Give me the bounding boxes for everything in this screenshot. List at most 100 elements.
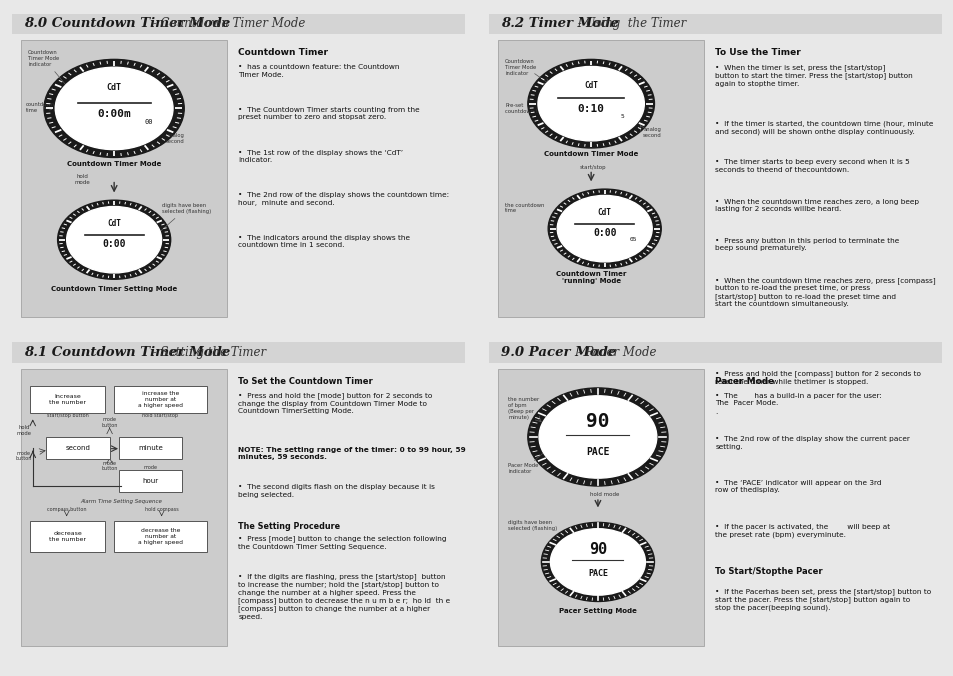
Text: •  When the countdown time reaches zero, a long beep
lasting for 2 seconds willb: • When the countdown time reaches zero, … xyxy=(715,199,919,212)
Circle shape xyxy=(538,395,656,478)
Circle shape xyxy=(55,67,172,149)
Text: digits have been
selected (flashing): digits have been selected (flashing) xyxy=(508,520,558,531)
Circle shape xyxy=(57,200,171,279)
Text: 8.1 Countdown Timer Mode: 8.1 Countdown Timer Mode xyxy=(24,346,230,359)
Text: hold start/stop: hold start/stop xyxy=(142,413,178,418)
FancyBboxPatch shape xyxy=(30,387,105,413)
Text: mode
button: mode button xyxy=(101,461,117,471)
Text: •  If the Pacerhas been set, press the [start/stop] button to
start the pacer. P: • If the Pacerhas been set, press the [s… xyxy=(715,588,931,611)
Circle shape xyxy=(67,206,161,273)
Circle shape xyxy=(550,529,645,595)
Text: •  The       has a build-in a pacer for the user:
The  Pacer Mode.: • The has a build-in a pacer for the use… xyxy=(715,393,882,406)
Text: •  The second digits flash on the display because it is
being selected.: • The second digits flash on the display… xyxy=(238,485,435,498)
Text: •  If the digits are flashing, press the [start/stop]  button
to increase the nu: • If the digits are flashing, press the … xyxy=(238,573,450,619)
Text: start/stop button: start/stop button xyxy=(47,413,89,418)
Text: - Countdown Timer Mode: - Countdown Timer Mode xyxy=(149,18,305,30)
Text: Countdown Timer
'running' Mode: Countdown Timer 'running' Mode xyxy=(556,271,626,284)
Text: •  If the timer is started, the countdown time (hour, minute
and second) will be: • If the timer is started, the countdown… xyxy=(715,120,933,135)
Text: •  The 2nd row of the display shows the countdown time:
hour,  minute and second: • The 2nd row of the display shows the c… xyxy=(238,192,449,206)
Text: 8.2 Timer Mode: 8.2 Timer Mode xyxy=(500,18,618,30)
Text: digits have been
selected (flashing): digits have been selected (flashing) xyxy=(155,203,211,236)
Text: Countdown Timer Setting Mode: Countdown Timer Setting Mode xyxy=(51,286,177,292)
FancyBboxPatch shape xyxy=(114,521,207,552)
Text: •  The 1st row of the display shows the ‘CdT’
indicator.: • The 1st row of the display shows the ‘… xyxy=(238,149,403,163)
Text: start/stop: start/stop xyxy=(579,165,606,170)
Text: Countdown Timer Mode: Countdown Timer Mode xyxy=(543,151,638,158)
Text: Pacer Setting Mode: Pacer Setting Mode xyxy=(558,608,637,614)
Text: second: second xyxy=(66,445,91,451)
FancyBboxPatch shape xyxy=(489,14,941,34)
Text: 8.0 Countdown Timer Mode: 8.0 Countdown Timer Mode xyxy=(24,18,230,30)
Text: mode
button: mode button xyxy=(101,417,117,428)
Text: the countdown
time: the countdown time xyxy=(505,203,544,214)
Text: 0:00m: 0:00m xyxy=(97,110,131,120)
Text: PACE: PACE xyxy=(587,569,607,578)
Text: 90: 90 xyxy=(585,412,609,431)
Text: - Pacer Mode: - Pacer Mode xyxy=(573,346,656,359)
Circle shape xyxy=(537,66,643,141)
Circle shape xyxy=(548,189,660,268)
FancyBboxPatch shape xyxy=(21,369,227,646)
Text: analog
second: analog second xyxy=(642,127,661,137)
Text: 05: 05 xyxy=(629,237,636,242)
Text: •  When the countdown time reaches zero, press [compass]
button to re-load the p: • When the countdown time reaches zero, … xyxy=(715,277,935,307)
Text: Countdown Timer Mode: Countdown Timer Mode xyxy=(67,161,161,167)
Text: CdT: CdT xyxy=(107,83,122,93)
Text: hold
mode: hold mode xyxy=(16,425,31,436)
Text: 9.0 Pacer Mode: 9.0 Pacer Mode xyxy=(500,346,616,359)
Text: •  Press and hold the [compass] button for 2 seconds to
reset the timer while th: • Press and hold the [compass] button fo… xyxy=(715,370,921,385)
FancyBboxPatch shape xyxy=(47,437,110,459)
Text: the number
of bpm
(Beep per
minute): the number of bpm (Beep per minute) xyxy=(508,397,539,420)
FancyBboxPatch shape xyxy=(12,342,464,362)
Text: 0:00: 0:00 xyxy=(102,239,126,249)
Text: CdT: CdT xyxy=(598,208,611,216)
Text: countdown
time: countdown time xyxy=(26,102,55,113)
Text: Increase
the number: Increase the number xyxy=(50,394,86,405)
Text: To Start/Stopthe Pacer: To Start/Stopthe Pacer xyxy=(715,567,822,577)
Text: To Use the Timer: To Use the Timer xyxy=(715,48,801,57)
Circle shape xyxy=(541,523,654,602)
Text: compass button: compass button xyxy=(47,507,87,512)
Text: hold mode: hold mode xyxy=(589,492,618,497)
Text: Pacer Mode
indicator: Pacer Mode indicator xyxy=(508,463,538,474)
Text: Countdown
Timer Mode
indicator: Countdown Timer Mode indicator xyxy=(505,59,536,76)
Text: .: . xyxy=(715,409,717,414)
Text: •  The indicators around the display shows the
countdown time in 1 second.: • The indicators around the display show… xyxy=(238,235,410,249)
Text: To Resetthe Timer: To Resetthe Timer xyxy=(715,349,801,359)
Text: PACE: PACE xyxy=(585,447,609,457)
Text: •  The Countdown Timer starts counting from the
preset number to zero and stopsa: • The Countdown Timer starts counting fr… xyxy=(238,107,419,120)
Text: Countdown Timer: Countdown Timer xyxy=(238,48,328,57)
Text: •  Press and hold the [mode] button for 2 seconds to
change the display from Cou: • Press and hold the [mode] button for 2… xyxy=(238,393,433,414)
Text: The Setting Procedure: The Setting Procedure xyxy=(238,522,340,531)
Text: 0:00: 0:00 xyxy=(593,228,616,239)
Text: CdT: CdT xyxy=(107,218,121,228)
Text: mode
button: mode button xyxy=(142,465,158,476)
Text: 0:10: 0:10 xyxy=(577,104,604,114)
Circle shape xyxy=(557,195,652,262)
FancyBboxPatch shape xyxy=(21,41,227,317)
Text: To Set the Countdown Timer: To Set the Countdown Timer xyxy=(238,377,373,386)
Text: •  If the pacer is activated, the        will beep at
the preset rate (bpm) ever: • If the pacer is activated, the will be… xyxy=(715,524,890,537)
Circle shape xyxy=(527,59,654,148)
Text: Pacer Mode: Pacer Mode xyxy=(606,459,652,465)
FancyBboxPatch shape xyxy=(118,437,182,459)
Text: Countdown
Timer Mode
indicator: Countdown Timer Mode indicator xyxy=(29,50,71,91)
Text: hold
mode: hold mode xyxy=(74,174,91,185)
Text: increase the
number at
a higher speed: increase the number at a higher speed xyxy=(138,391,183,408)
Text: CdT: CdT xyxy=(583,80,598,90)
Text: hour: hour xyxy=(142,478,158,484)
Text: Alarm Time Setting Sequence: Alarm Time Setting Sequence xyxy=(80,499,162,504)
Text: Pre-set
countdown t ime: Pre-set countdown t ime xyxy=(505,103,549,114)
FancyBboxPatch shape xyxy=(497,41,703,317)
Text: •  When the timer is set, press the [start/stop]
button to start the timer. Pres: • When the timer is set, press the [star… xyxy=(715,64,912,87)
Text: •  Press any button in this period to terminate the
beep sound prematurely.: • Press any button in this period to ter… xyxy=(715,238,899,251)
Text: •  The 2nd row of the display show the current pacer
setting.: • The 2nd row of the display show the cu… xyxy=(715,436,909,450)
Text: hold compass: hold compass xyxy=(145,507,178,512)
Text: decrease
the number: decrease the number xyxy=(50,531,86,542)
Text: 00: 00 xyxy=(145,119,153,125)
Text: 5: 5 xyxy=(620,114,624,118)
FancyBboxPatch shape xyxy=(118,470,182,492)
FancyBboxPatch shape xyxy=(114,387,207,413)
Text: decrease the
number at
a higher speed: decrease the number at a higher speed xyxy=(138,529,183,545)
FancyBboxPatch shape xyxy=(489,342,941,362)
